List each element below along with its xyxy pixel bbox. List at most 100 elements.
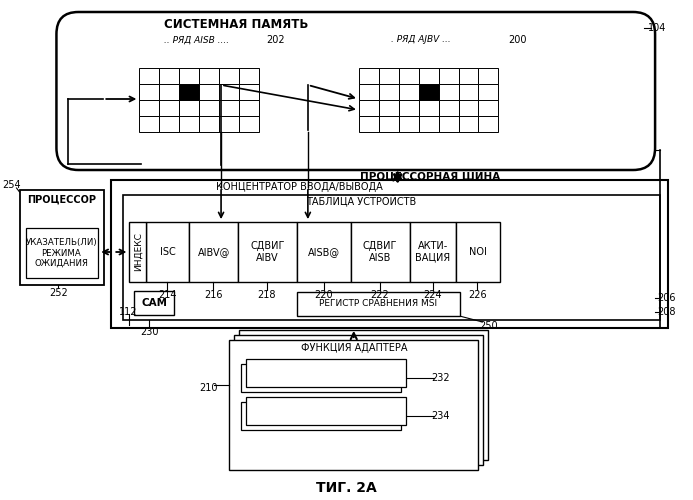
Bar bbox=[297, 222, 351, 282]
Bar bbox=[419, 116, 439, 132]
Bar bbox=[359, 100, 378, 116]
Bar bbox=[199, 68, 219, 84]
Bar bbox=[239, 330, 489, 460]
Bar bbox=[398, 116, 419, 132]
Text: CAM: CAM bbox=[141, 298, 167, 308]
Text: СДВИГ
AISB: СДВИГ AISB bbox=[363, 241, 398, 263]
Bar bbox=[134, 291, 174, 315]
Text: AIBV@: AIBV@ bbox=[198, 247, 229, 257]
Bar bbox=[179, 84, 199, 100]
Bar bbox=[159, 68, 179, 84]
Bar bbox=[478, 84, 498, 100]
Text: РЕЖИМА: РЕЖИМА bbox=[42, 248, 81, 258]
Text: ΤИГ. 2А: ΤИГ. 2А bbox=[317, 481, 377, 495]
Bar bbox=[478, 116, 498, 132]
Bar bbox=[439, 84, 459, 100]
Text: 208: 208 bbox=[657, 307, 675, 317]
Bar bbox=[146, 222, 189, 282]
Bar bbox=[297, 292, 459, 316]
Text: 218: 218 bbox=[258, 290, 277, 300]
Bar bbox=[478, 68, 498, 84]
Bar bbox=[455, 222, 500, 282]
Bar bbox=[159, 100, 179, 116]
Bar bbox=[139, 100, 159, 116]
Bar bbox=[378, 84, 398, 100]
Bar bbox=[112, 180, 668, 328]
Bar bbox=[139, 84, 159, 100]
Bar bbox=[398, 68, 419, 84]
Bar bbox=[26, 228, 98, 278]
Bar bbox=[19, 190, 105, 285]
Bar bbox=[439, 100, 459, 116]
Bar bbox=[123, 195, 660, 320]
Text: ФУНКЦИЯ АДАПТЕРА: ФУНКЦИЯ АДАПТЕРА bbox=[301, 343, 407, 353]
Text: СИСТЕМНАЯ ПАМЯТЬ: СИСТЕМНАЯ ПАМЯТЬ bbox=[164, 18, 308, 30]
Bar bbox=[159, 116, 179, 132]
Text: 220: 220 bbox=[315, 290, 333, 300]
Text: 222: 222 bbox=[370, 290, 389, 300]
Bar bbox=[219, 116, 239, 132]
Bar bbox=[139, 116, 159, 132]
Text: . РЯД AJBV ...: . РЯД AJBV ... bbox=[391, 36, 450, 44]
Bar bbox=[478, 100, 498, 116]
Text: AISB@: AISB@ bbox=[308, 247, 340, 257]
Bar bbox=[439, 116, 459, 132]
Bar bbox=[459, 100, 478, 116]
Text: ДАННЫЕ MSI: ДАННЫЕ MSI bbox=[289, 411, 353, 421]
Bar bbox=[439, 68, 459, 84]
Bar bbox=[359, 68, 378, 84]
Bar bbox=[179, 100, 199, 116]
Bar bbox=[199, 100, 219, 116]
FancyBboxPatch shape bbox=[56, 12, 655, 170]
Text: УКАЗАТЕЛЬ(ЛИ): УКАЗАТЕЛЬ(ЛИ) bbox=[26, 238, 97, 248]
Bar bbox=[378, 116, 398, 132]
Bar bbox=[410, 222, 455, 282]
Bar bbox=[219, 68, 239, 84]
Text: ТАБЛИЦА УСТРОЙСТВ: ТАБЛИЦА УСТРОЙСТВ bbox=[306, 194, 416, 206]
Bar bbox=[419, 84, 439, 100]
Text: КОНЦЕНТРАТОР ВВОДА/ВЫВОДА: КОНЦЕНТРАТОР ВВОДА/ВЫВОДА bbox=[216, 182, 383, 192]
Text: 254: 254 bbox=[2, 180, 21, 190]
Text: NOI: NOI bbox=[469, 247, 487, 257]
Bar bbox=[378, 100, 398, 116]
Bar bbox=[351, 222, 410, 282]
Text: 224: 224 bbox=[423, 290, 442, 300]
Text: 226: 226 bbox=[468, 290, 486, 300]
Bar bbox=[359, 84, 378, 100]
Bar bbox=[246, 359, 405, 387]
Text: СДВИГ
AIBV: СДВИГ AIBV bbox=[250, 241, 285, 263]
Bar bbox=[238, 222, 297, 282]
Bar bbox=[398, 84, 419, 100]
Bar bbox=[419, 68, 439, 84]
Bar bbox=[179, 68, 199, 84]
Bar bbox=[378, 68, 398, 84]
Text: 200: 200 bbox=[508, 35, 527, 45]
Bar bbox=[229, 340, 478, 470]
Text: АКТИ-
ВАЦИЯ: АКТИ- ВАЦИЯ bbox=[415, 241, 450, 263]
Bar bbox=[459, 84, 478, 100]
Bar bbox=[159, 84, 179, 100]
Bar bbox=[459, 116, 478, 132]
Bar bbox=[199, 116, 219, 132]
Text: 250: 250 bbox=[479, 321, 498, 331]
Bar bbox=[459, 68, 478, 84]
Bar bbox=[219, 84, 239, 100]
Text: 234: 234 bbox=[431, 411, 450, 421]
Bar bbox=[241, 364, 401, 392]
Bar bbox=[398, 100, 419, 116]
Text: 252: 252 bbox=[49, 288, 68, 298]
Bar bbox=[359, 116, 378, 132]
Text: ОЖИДАНИЯ: ОЖИДАНИЯ bbox=[35, 258, 89, 268]
Bar bbox=[239, 84, 259, 100]
Text: 206: 206 bbox=[657, 293, 675, 303]
Text: ПРОЦЕССОРНАЯ ШИНА: ПРОЦЕССОРНАЯ ШИНА bbox=[360, 172, 501, 182]
Bar bbox=[189, 222, 238, 282]
Text: 214: 214 bbox=[158, 290, 177, 300]
Text: 104: 104 bbox=[648, 23, 666, 33]
Text: .. РЯД AISB ....: .. РЯД AISB .... bbox=[164, 36, 229, 44]
Bar bbox=[219, 100, 239, 116]
Text: ISC: ISC bbox=[160, 247, 175, 257]
Bar bbox=[179, 116, 199, 132]
Bar bbox=[419, 100, 439, 116]
Bar bbox=[130, 222, 146, 282]
